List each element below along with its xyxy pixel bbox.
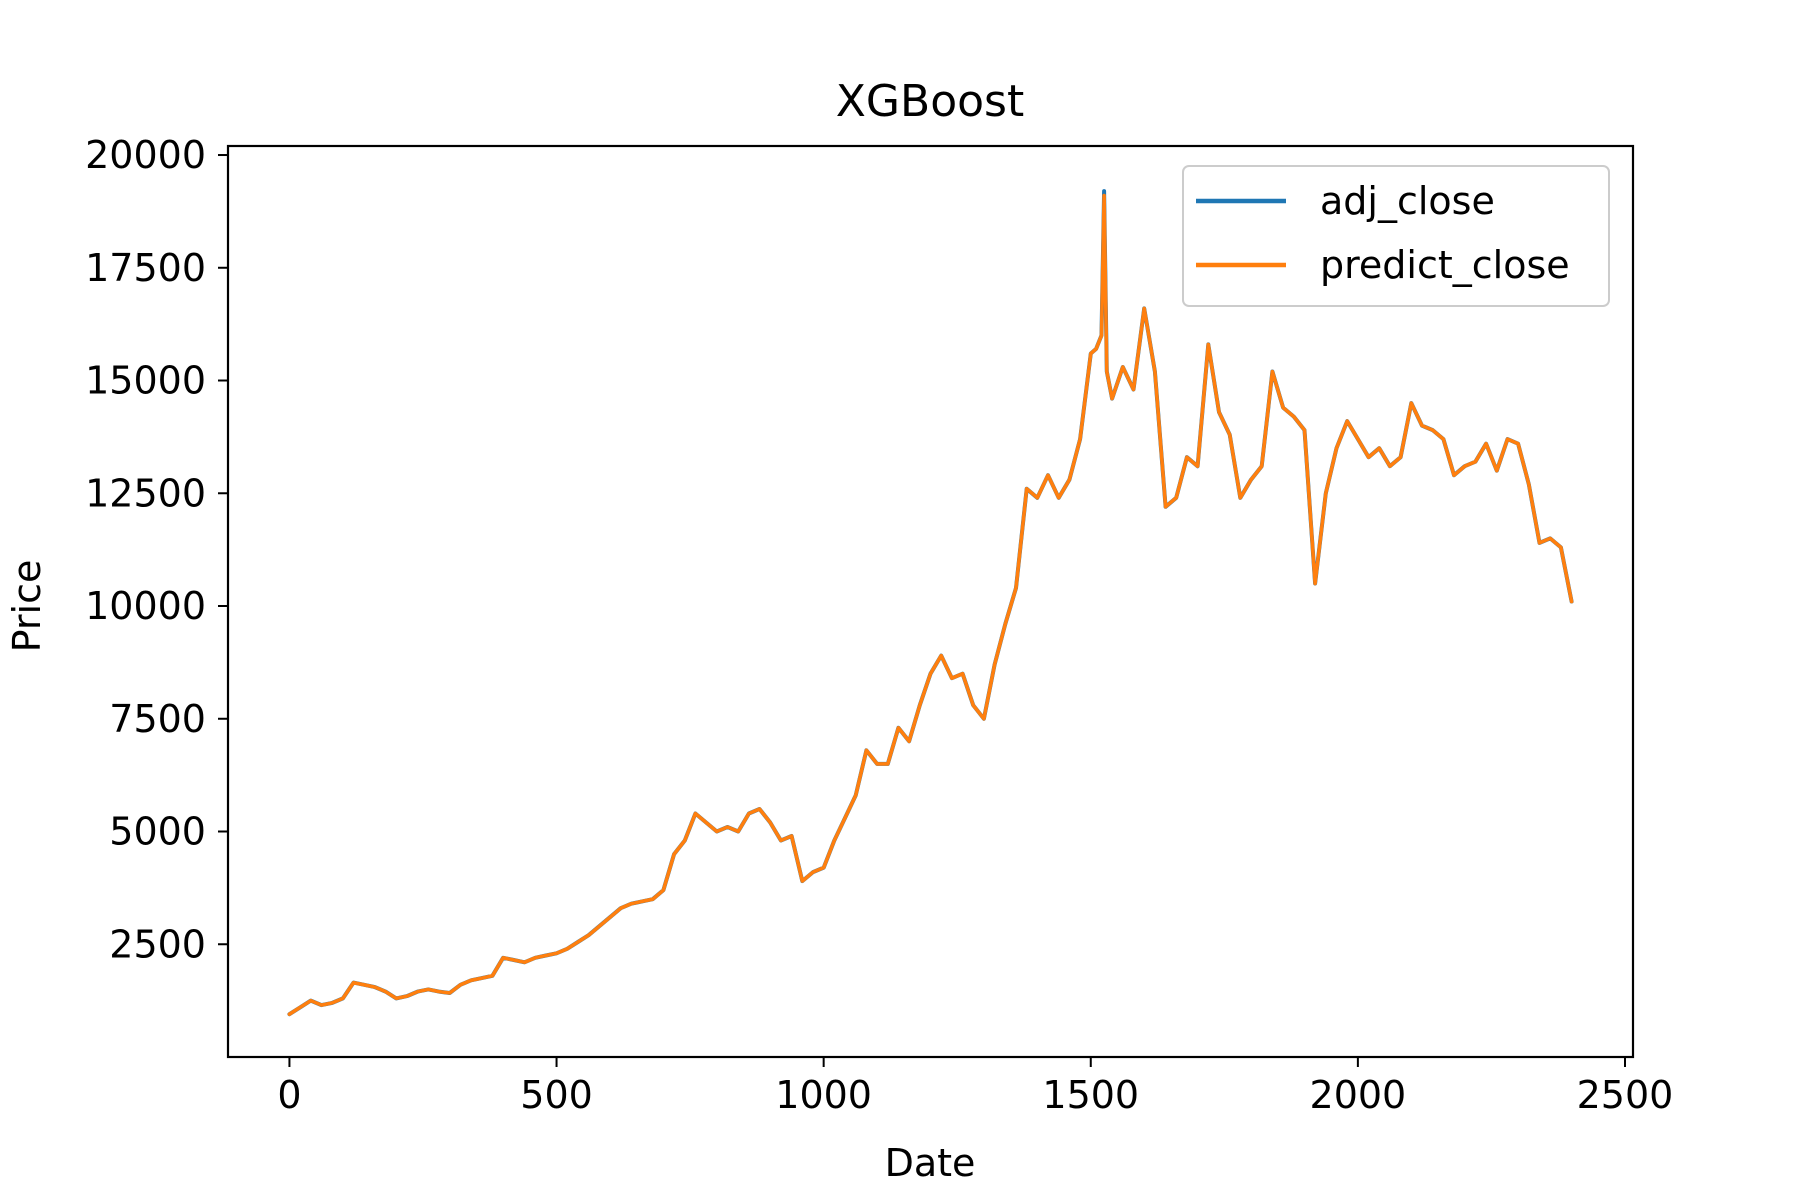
legend-label-adj-close: adj_close — [1320, 179, 1495, 223]
y-tick-label: 10000 — [85, 584, 206, 628]
axes-frame — [226, 144, 1635, 1059]
series-line-predict-close — [287, 193, 1574, 1017]
y-tick-label: 2500 — [109, 922, 206, 966]
x-tick-label: 1500 — [1042, 1073, 1139, 1117]
y-tick-label: 12500 — [85, 471, 206, 515]
y-tick-label: 5000 — [109, 810, 206, 854]
x-tick-label: 2500 — [1577, 1073, 1674, 1117]
x-tick-label: 500 — [520, 1073, 593, 1117]
legend: adj_close predict_close — [1182, 165, 1610, 307]
chart-title: XGBoost — [836, 76, 1024, 127]
x-tick-label: 0 — [277, 1073, 301, 1117]
y-tick-label: 15000 — [85, 359, 206, 403]
y-axis-label: Price — [5, 560, 49, 653]
plot-area — [287, 189, 1574, 1017]
y-tick-label: 20000 — [85, 133, 206, 177]
legend-box — [1182, 165, 1610, 307]
axis-ticks: 0 500 1000 1500 2000 2500 2500 5000 7500 10000 125… — [85, 133, 1673, 1117]
y-tick-label: 7500 — [109, 697, 206, 741]
x-axis-label: Date — [885, 1141, 976, 1185]
y-tick-label: 17500 — [85, 246, 206, 290]
x-tick-label: 2000 — [1310, 1073, 1407, 1117]
legend-label-predict-close: predict_close — [1320, 243, 1570, 287]
x-tick-label: 1000 — [775, 1073, 872, 1117]
